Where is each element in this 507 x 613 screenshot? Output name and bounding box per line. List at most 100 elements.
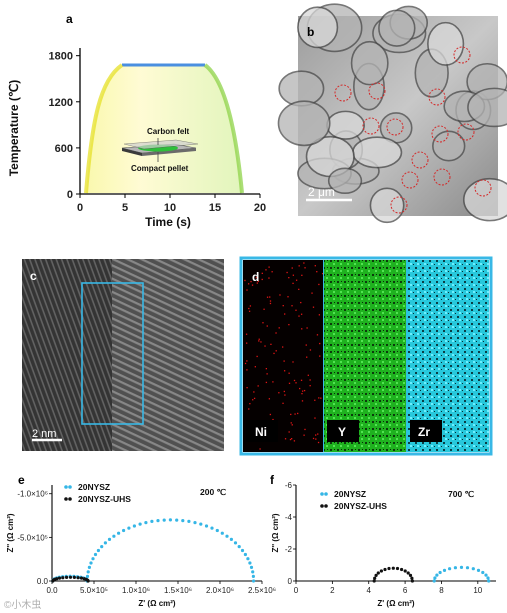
ni-dot (315, 434, 317, 436)
ni-dot (253, 397, 256, 400)
ni-dot (306, 327, 308, 329)
e-point-s0-a1 (187, 519, 191, 524)
ni-dot (307, 374, 309, 376)
ni-dot (317, 433, 319, 435)
panel-label-c: c (30, 269, 37, 283)
tem-image-right (112, 259, 224, 451)
e-point-s0-a1 (96, 548, 100, 553)
ni-dot (292, 282, 294, 285)
ni-dot (301, 390, 304, 392)
f-point-s0-a0 (453, 566, 457, 570)
ni-dot (258, 338, 260, 340)
panel-c: c 2 nm (22, 259, 224, 451)
f-point-s1-a0 (391, 566, 395, 570)
ni-dot (248, 307, 250, 310)
ni-dot (306, 356, 308, 358)
grain (350, 40, 389, 86)
grain (297, 6, 339, 49)
ni-dot (259, 448, 261, 450)
y-axis-title: Temperature (℃) (7, 80, 21, 177)
e-temperature: 200 ℃ (200, 487, 227, 497)
heating-glow (86, 65, 242, 193)
a-x-tick-label-3: 15 (209, 202, 221, 214)
ni-dot (266, 296, 269, 298)
ni-dot (266, 325, 268, 327)
f-temperature: 700 ℃ (448, 489, 475, 499)
ni-dot (311, 292, 313, 294)
e-x-tick-label-0: 0.0 (46, 586, 58, 595)
grain (352, 136, 403, 169)
panel-b: b 2 μm (277, 3, 507, 224)
f-point-s1-a0 (379, 569, 383, 573)
e-ticks: 0.0 5.0×10⁵ 1.0×10⁶ 1.5×10⁶ 2.0×10⁶ 2.5×10⁶ 0.… (17, 490, 276, 595)
e-legend-2: 20NYSZ-UHS (78, 494, 131, 504)
e-point-s0-a1 (138, 522, 142, 526)
f-data (372, 565, 491, 583)
e-point-s0-a1 (193, 521, 197, 525)
ni-signal (244, 262, 324, 450)
ni-dot (269, 413, 272, 416)
ni-dot (246, 369, 248, 371)
e-point-s0-a1 (103, 541, 107, 545)
grain (326, 110, 366, 140)
ni-dot (293, 379, 296, 382)
ni-dot (273, 352, 275, 355)
grain (369, 187, 405, 224)
ni-dot (309, 379, 311, 381)
f-point-s0-a0 (471, 567, 475, 571)
ni-dot (291, 267, 293, 269)
ni-dot (251, 284, 254, 286)
pore-circle (401, 171, 419, 189)
carbon-felt-label: Carbon felt (147, 127, 190, 136)
grain (432, 130, 466, 162)
ni-dot (265, 269, 267, 271)
ni-dot (265, 367, 268, 370)
pore-circle (411, 151, 429, 169)
grain (462, 177, 507, 222)
e-x-tick-label-1: 5.0×10⁵ (80, 586, 108, 595)
e-point-s1-a0 (57, 576, 62, 580)
f-y-tick-label-0: 0 (288, 577, 293, 586)
ni-dot (304, 267, 306, 269)
pore-circle (453, 46, 471, 64)
panel-d: d Ni Y Zr (239, 256, 493, 456)
a-y-tick-label-1: 600 (55, 143, 73, 155)
pore-circle (334, 84, 352, 102)
ni-dot (309, 385, 311, 387)
e-point-s0-a1 (181, 519, 185, 523)
f-x-tick-label-5: 10 (473, 586, 482, 595)
ni-dot (248, 408, 250, 410)
ni-dot (288, 431, 290, 433)
ni-dot (319, 342, 321, 345)
e-point-s0-a1 (168, 518, 172, 522)
ni-label: Ni (255, 425, 267, 439)
ni-dot (264, 345, 266, 347)
e-x-tick-label-5: 2.5×10⁶ (248, 586, 276, 595)
f-point-s0-a0 (465, 566, 470, 570)
e-point-s1-a0 (68, 575, 73, 579)
ni-dot (263, 308, 265, 310)
ni-dot (295, 309, 297, 311)
ni-dot (268, 277, 270, 279)
e-point-s0-a1 (251, 574, 255, 579)
ni-dot (246, 342, 248, 344)
e-point-s0-a1 (210, 526, 214, 530)
f-point-s1-a0 (403, 569, 407, 573)
e-point-s1-a0 (72, 575, 76, 580)
ni-dot (303, 389, 306, 392)
e-point-s0-a1 (107, 537, 112, 542)
ni-dot (261, 278, 263, 281)
e-point-s0-a1 (225, 534, 229, 538)
a-y-tick-label-3: 1800 (49, 51, 73, 63)
ni-dot (283, 370, 286, 372)
e-y-tick-label-2: -1.0×10⁶ (17, 490, 48, 499)
e-point-s0-a1 (89, 561, 93, 565)
ni-dot (249, 305, 252, 307)
ni-dot (260, 341, 262, 343)
pore-circle (368, 82, 386, 100)
ni-dot (282, 346, 284, 348)
ni-dot (288, 382, 291, 384)
watermark: ©小木虫 (4, 599, 41, 611)
ni-dot (269, 296, 271, 298)
ni-dot (295, 382, 297, 384)
